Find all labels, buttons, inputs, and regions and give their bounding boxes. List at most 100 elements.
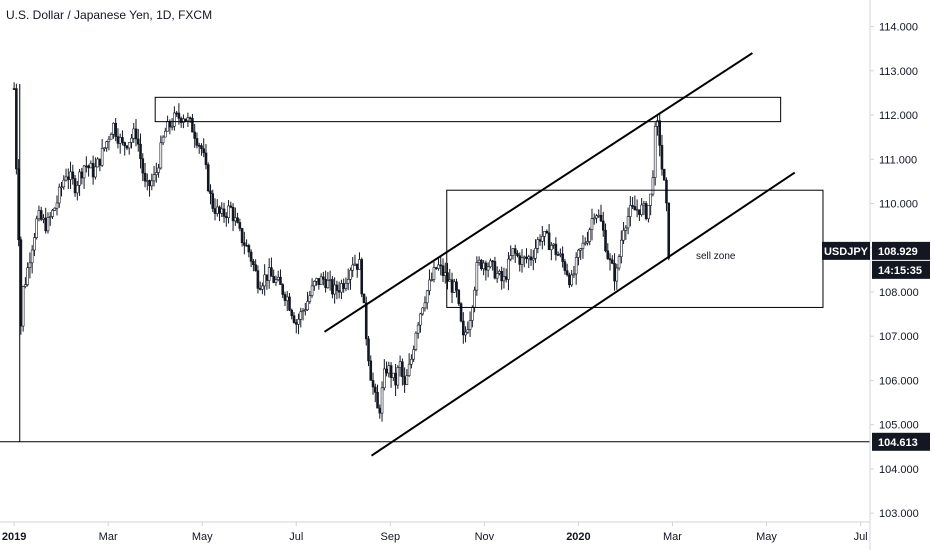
candle-body (267, 267, 271, 281)
candle-body (123, 142, 127, 147)
candle-body (410, 358, 413, 365)
candle-body (392, 372, 395, 378)
candle-body (328, 279, 332, 281)
price-tick-label: 108.000 (879, 287, 919, 299)
resistance-zone-box (154, 96, 782, 123)
candle-body (394, 372, 397, 386)
candle-body (577, 249, 580, 258)
candle-body (87, 165, 90, 169)
candle-body (80, 171, 84, 179)
candle-body (166, 121, 169, 132)
candle-body (423, 302, 427, 309)
candle-body (155, 172, 158, 175)
candle-body (281, 284, 285, 295)
candle-body (622, 230, 625, 241)
candle-body (337, 290, 341, 293)
candle-body (536, 239, 540, 249)
candle-body (51, 210, 54, 217)
candle-body (620, 239, 623, 257)
candle-body (173, 112, 176, 127)
candle-body (150, 180, 154, 187)
candle-body (308, 295, 312, 302)
candle-body (601, 220, 605, 231)
candle-body (498, 270, 501, 274)
candle-body (310, 285, 314, 296)
candle-body (245, 245, 248, 247)
candle-body (313, 281, 316, 287)
time-tick-label: Mar (99, 531, 118, 543)
candle-body (529, 256, 533, 261)
candle-body (213, 208, 217, 214)
candle-body (109, 133, 113, 140)
candle-body (252, 261, 255, 266)
candle-body (428, 279, 431, 292)
candle-body (170, 125, 174, 128)
price-tick-label: 110.000 (879, 198, 918, 210)
candle-body (565, 270, 569, 276)
candle-body (647, 205, 650, 219)
candle-body (319, 276, 323, 285)
candle-body (486, 266, 490, 271)
candle-body (595, 215, 598, 219)
candle-body (658, 120, 661, 146)
candle-body (12, 88, 16, 90)
candle-body (586, 241, 589, 244)
support-level-badge-label: 104.613 (878, 437, 918, 449)
candle-body (159, 142, 163, 169)
candle-body (651, 177, 655, 195)
candle-body (127, 142, 131, 149)
candle-body (42, 217, 45, 220)
candle-body (340, 283, 343, 293)
candle-body (412, 349, 415, 360)
candle-body (91, 163, 95, 178)
candle-body (73, 178, 77, 194)
candle-body (114, 122, 117, 137)
candle-body (211, 193, 215, 209)
candle-body (437, 264, 440, 269)
time-tick-label: May (756, 531, 777, 543)
candle-body (62, 179, 66, 188)
candle-body (184, 118, 187, 122)
time-tick-label: May (192, 531, 213, 543)
candle-body (292, 315, 296, 323)
candle-body (195, 138, 199, 146)
candle-body (588, 229, 592, 242)
candle-body (358, 259, 361, 270)
support-level-badge-bg (872, 432, 930, 451)
candle-body (215, 206, 219, 214)
candle-body (443, 272, 447, 276)
candle-body (606, 250, 610, 259)
candle-body (231, 206, 235, 222)
candle-body (64, 176, 68, 181)
candle-body (635, 209, 639, 211)
candle-body (642, 203, 646, 206)
candle-body (522, 256, 526, 259)
candle-body (342, 283, 345, 289)
candle-body (491, 260, 494, 263)
candle-body (471, 307, 474, 321)
candle-body (57, 186, 61, 204)
candle-body (55, 202, 59, 209)
candle-body (46, 217, 50, 232)
candle-body (132, 128, 136, 139)
candle-body (550, 245, 553, 251)
candle-body (324, 278, 327, 289)
candle-body (200, 145, 203, 150)
candle-body (141, 158, 145, 174)
candle-body (414, 332, 418, 350)
candle-body (294, 322, 298, 325)
symbol-badge-label: USDJPY (824, 246, 869, 258)
candle-body (76, 185, 79, 194)
current-price-badge-label: 108.929 (878, 246, 918, 258)
candle-body (468, 320, 472, 330)
candle-body (71, 171, 75, 179)
candle-body (220, 208, 224, 214)
candle-body (457, 289, 461, 304)
candle-body (482, 262, 485, 270)
candle-body (649, 193, 652, 206)
candle-body (249, 251, 253, 262)
candle-body (509, 255, 513, 260)
candle-body (610, 259, 614, 264)
candle-body (662, 168, 666, 181)
